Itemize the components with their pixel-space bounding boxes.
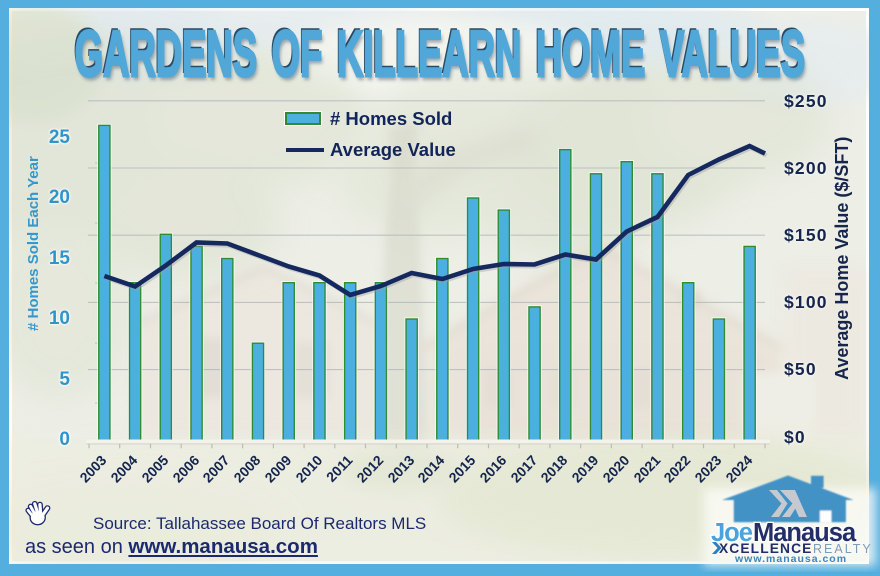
svg-text:www.manausa.com: www.manausa.com bbox=[734, 553, 847, 565]
svg-text:REALTY: REALTY bbox=[813, 542, 873, 556]
svg-text:Manausa: Manausa bbox=[753, 519, 857, 547]
svg-text:Joe: Joe bbox=[711, 519, 753, 547]
svg-text:XCELLENCE: XCELLENCE bbox=[719, 541, 812, 556]
